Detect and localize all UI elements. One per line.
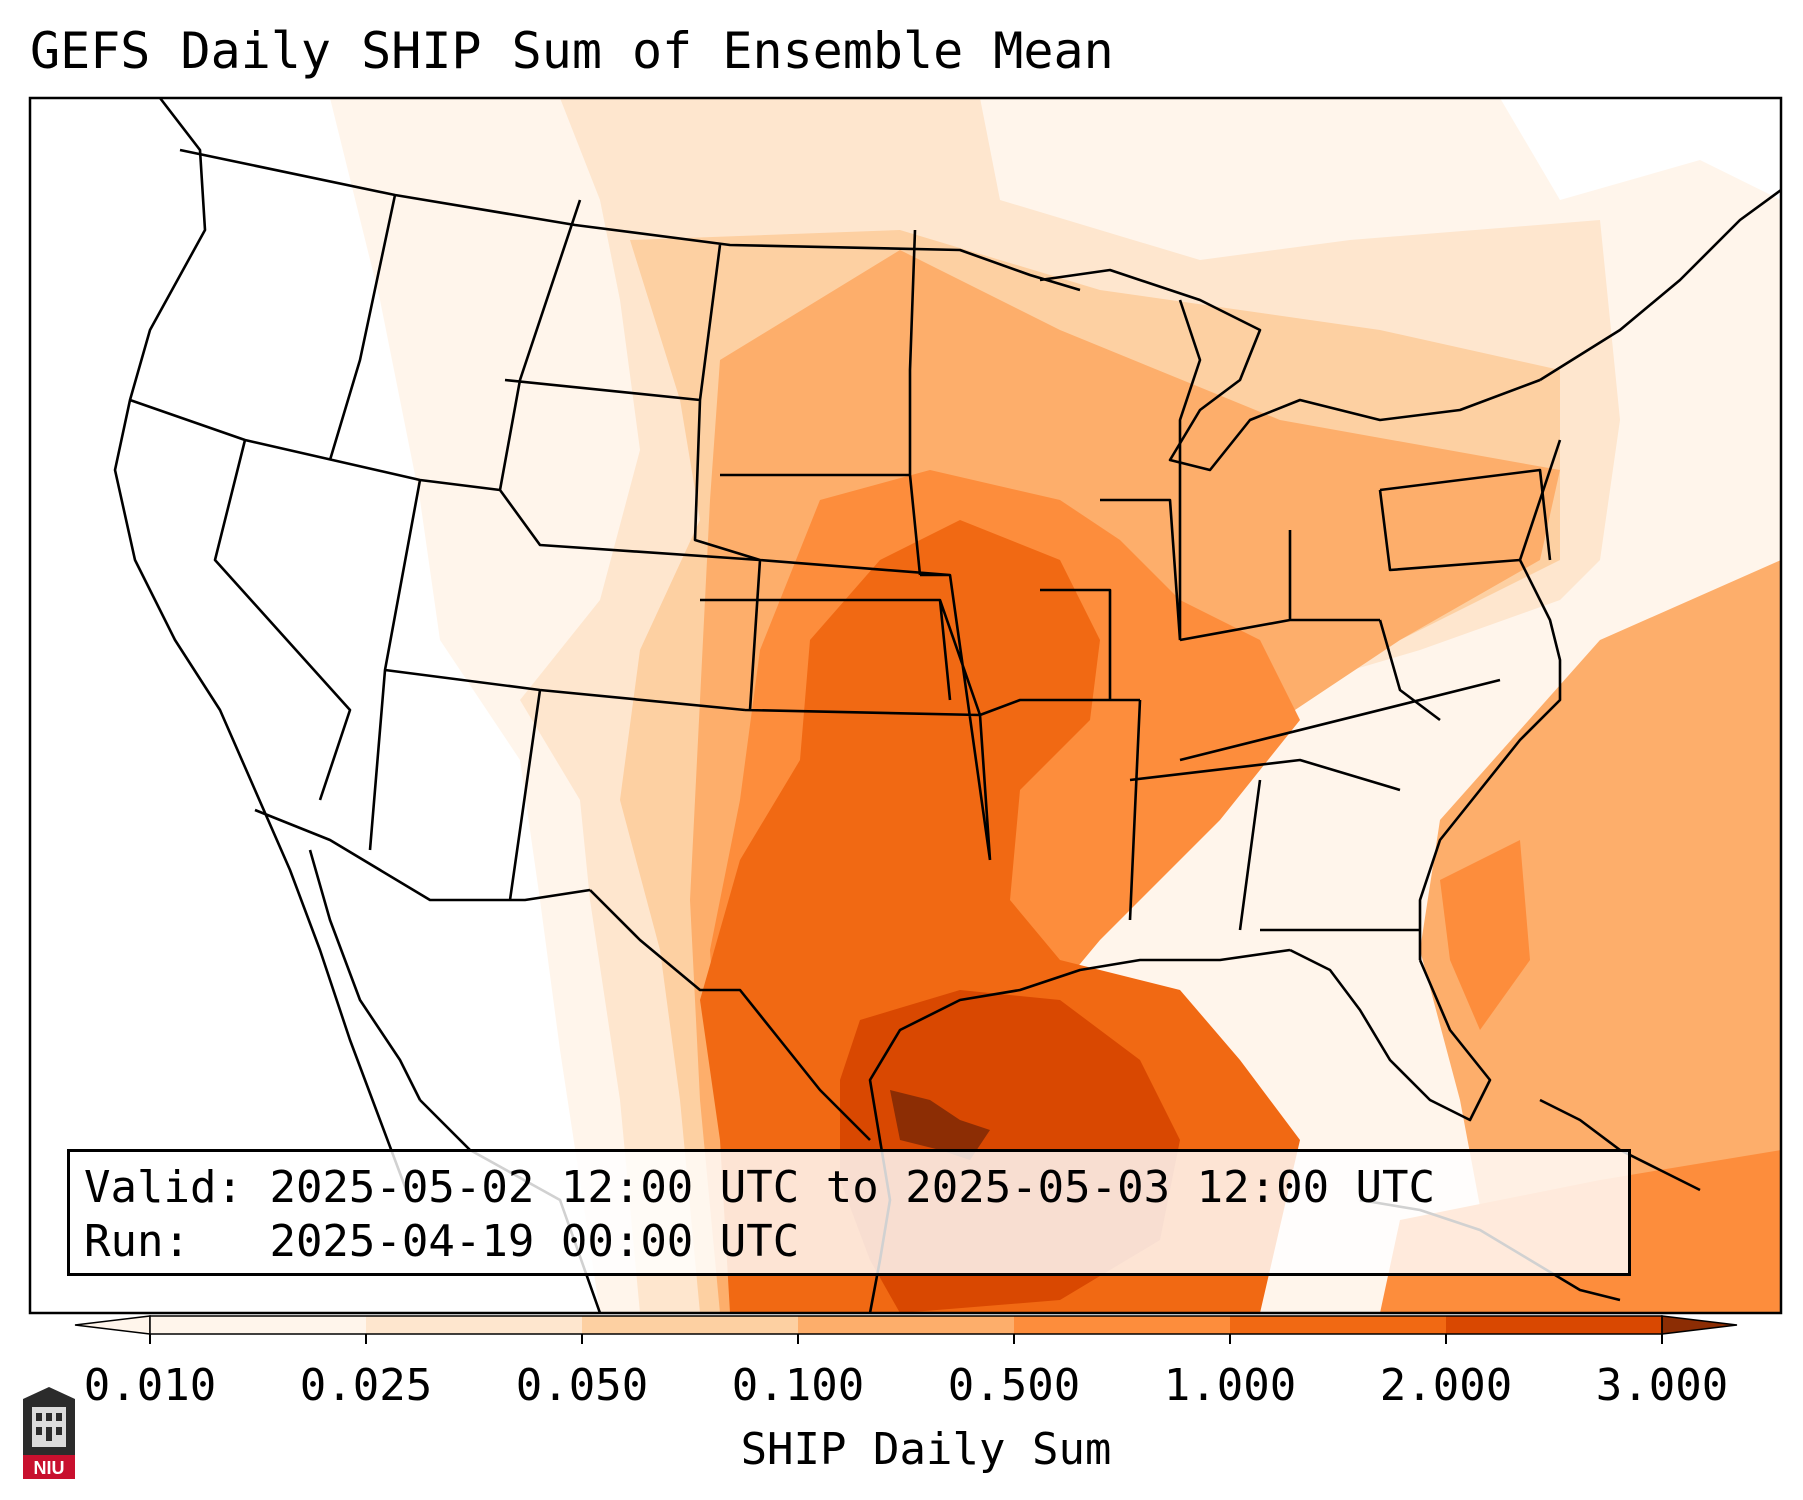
colorbar-seg-2 [582,1316,798,1334]
colorbar-seg-3 [798,1316,1014,1334]
valid-value: 2025-05-02 12:00 UTC to 2025-05-03 12:00… [269,1162,1436,1213]
validity-info-box: Valid: 2025-05-02 12:00 UTC to 2025-05-0… [67,1149,1631,1276]
rio-grande [589,889,871,1141]
run-line: Run: 2025-04-19 00:00 UTC [84,1216,799,1267]
level-3000-region [890,1090,990,1160]
us-mexico-border [254,808,591,902]
svg-text:NIU: NIU [34,1458,65,1478]
florida-coastline [1289,948,1492,1122]
colorbar-label-4: 0.500 [947,1360,1081,1411]
colorbar-title: SHIP Daily Sum [740,1424,1112,1475]
valid-label: Valid: [84,1162,243,1213]
colorbar-label-7: 3.000 [1595,1360,1729,1411]
colorbar-extend-high [1661,1315,1738,1335]
colorbar-label-0: 0.010 [83,1360,217,1411]
run-value: 2025-04-19 00:00 UTC [269,1216,800,1267]
colorbar-seg-5 [1230,1316,1446,1334]
colorbar-label-1: 0.025 [299,1360,433,1411]
colorbar-seg-4 [1014,1316,1230,1334]
colorbar [74,1315,1738,1344]
level-0100-atlantic [1420,560,1781,1313]
niu-logo: NIU [23,1387,75,1479]
great-lakes [1039,268,1541,472]
colorbar-seg-1 [366,1316,582,1334]
colorbar-label-3: 0.100 [731,1360,865,1411]
run-label: Run: [84,1216,190,1267]
colorbar-seg-0 [150,1316,366,1334]
valid-line: Valid: 2025-05-02 12:00 UTC to 2025-05-0… [84,1162,1435,1213]
west-coastline [113,98,412,1201]
state-lines [129,194,1552,932]
map-frame [28,96,1783,1315]
colorbar-label-2: 0.050 [515,1360,649,1411]
northeast-coastline [1418,188,1781,960]
level-0500-atlantic [1440,840,1530,1030]
colorbar-label-5: 1.000 [1163,1360,1297,1411]
map-title: GEFS Daily SHIP Sum of Ensemble Mean [30,22,1114,80]
shaded-field [30,98,1781,1313]
colorbar-label-6: 2.000 [1379,1360,1513,1411]
colorbar-extend-low [74,1315,151,1335]
colorbar-seg-6 [1446,1316,1662,1334]
